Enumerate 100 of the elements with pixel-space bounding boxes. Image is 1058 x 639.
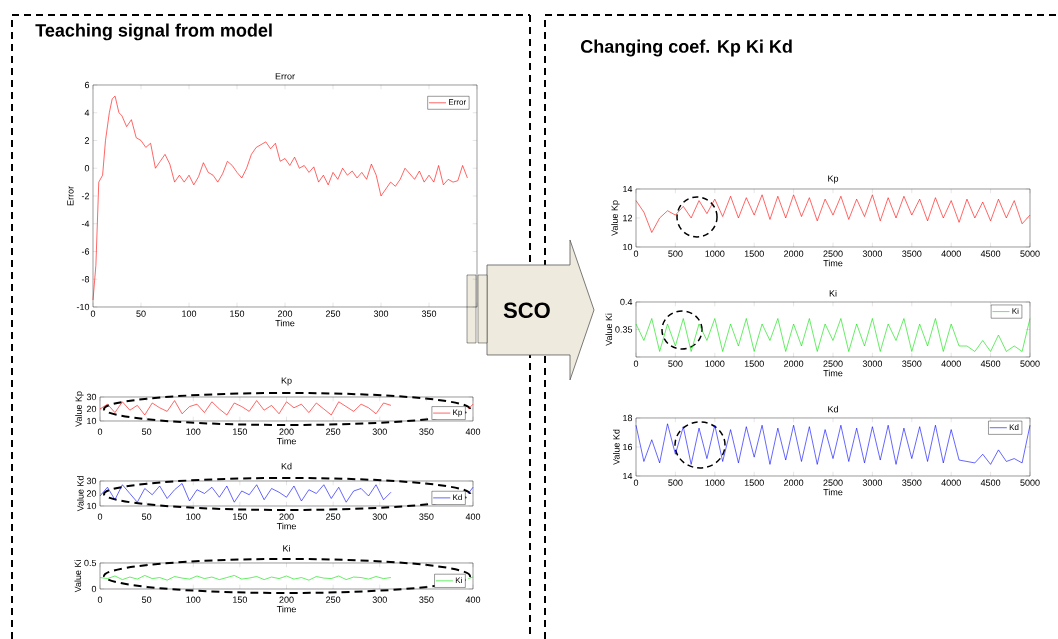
legend-label: Error: [449, 99, 466, 105]
y-axis-title: Value Kp: [611, 200, 620, 236]
x-tick-label: 2500: [823, 250, 843, 257]
y-tick-label: 0: [84, 165, 90, 172]
x-tick-label: 0: [633, 360, 639, 367]
line-series: [635, 318, 1031, 352]
y-tick-label: 0.35: [615, 326, 633, 333]
x-tick-label: 500: [668, 479, 683, 486]
x-tick-label: 4500: [980, 250, 1001, 257]
x-tick-label: 4000: [941, 360, 961, 367]
x-tick-label: 350: [419, 513, 434, 520]
chart-title: Kp: [281, 377, 292, 386]
x-tick-label: 1000: [705, 250, 725, 257]
x-tick-label: 3000: [862, 479, 883, 486]
y-axis-title: Value Ki: [605, 313, 613, 346]
y-tick-label: 14: [623, 185, 633, 193]
x-tick-label: 1500: [744, 479, 764, 486]
chart-title: Kd: [828, 405, 838, 413]
y-tick-label: 10: [623, 243, 633, 251]
legend-label: Kp: [453, 409, 462, 417]
x-tick-label: 50: [141, 596, 152, 603]
x-tick-label: 3000: [862, 360, 883, 367]
y-axis-title: Value Ki: [74, 560, 82, 593]
x-tick-label: 0: [97, 428, 103, 435]
y-axis-title: Value Kd: [612, 429, 620, 465]
x-tick-label: 200: [279, 596, 294, 603]
x-tick-label: 400: [465, 513, 481, 520]
legend-label: Kd: [1009, 424, 1019, 430]
x-tick-label: 350: [419, 596, 434, 603]
x-tick-label: 5000: [1020, 360, 1040, 367]
x-tick-label: 1000: [705, 360, 725, 367]
x-tick-label: 4000: [941, 479, 961, 486]
x-tick-label: 150: [230, 310, 245, 317]
x-tick-label: 500: [668, 250, 683, 257]
x-tick-label: 50: [141, 513, 152, 520]
y-tick-label: 20: [86, 490, 97, 497]
y-tick-label: 0: [91, 585, 97, 593]
x-tick-label: 250: [325, 310, 341, 317]
x-tick-label: 2000: [784, 250, 804, 257]
line-series: [635, 423, 1031, 465]
x-tick-label: 300: [373, 310, 389, 317]
y-tick-label: 10: [87, 502, 97, 510]
x-tick-label: 200: [277, 310, 293, 317]
x-tick-label: 150: [233, 428, 248, 435]
y-axis-title: Value Kd: [76, 476, 84, 512]
x-tick-label: 1500: [744, 360, 764, 367]
y-axis-title: Value Kp: [75, 391, 84, 427]
x-axis-title: Time: [823, 488, 843, 496]
x-tick-label: 3000: [862, 250, 883, 257]
y-tick-label: 2: [84, 137, 90, 144]
x-tick-label: 50: [141, 428, 152, 435]
x-tick-label: 250: [326, 428, 341, 435]
x-tick-label: 2000: [784, 360, 804, 367]
x-tick-label: 1000: [705, 479, 725, 486]
y-tick-label: -8: [81, 276, 90, 283]
y-tick-label: -2: [81, 192, 90, 200]
x-tick-label: 0: [97, 513, 103, 520]
x-tick-label: 5000: [1020, 479, 1040, 486]
x-tick-label: 100: [186, 428, 201, 435]
chart-title: Kd: [281, 462, 292, 470]
x-tick-label: 250: [326, 596, 341, 603]
x-tick-label: 100: [182, 310, 197, 317]
y-tick-label: 10: [87, 417, 97, 425]
text: Changing coef. Kp Ki Kd: [581, 39, 792, 57]
x-tick-label: 250: [326, 513, 341, 520]
y-tick-label: -10: [76, 303, 90, 311]
x-tick-label: 1500: [744, 250, 764, 257]
y-axis-title: Error: [67, 186, 74, 206]
x-tick-label: 150: [233, 596, 248, 603]
x-tick-label: 300: [372, 596, 387, 603]
y-tick-label: 12: [623, 214, 633, 222]
x-tick-label: 150: [233, 513, 248, 520]
x-axis-title: Time: [823, 369, 843, 377]
y-tick-label: 30: [86, 393, 97, 401]
x-tick-label: 3500: [902, 360, 922, 367]
legend-label: Ki: [455, 577, 462, 583]
y-tick-label: 30: [86, 477, 97, 485]
text: Teaching signal from model: [35, 23, 272, 41]
x-tick-label: 5000: [1020, 250, 1040, 257]
x-tick-label: 4000: [941, 250, 961, 257]
y-tick-label: 6: [84, 81, 90, 89]
x-tick-label: 200: [279, 428, 294, 435]
x-tick-label: 300: [372, 428, 387, 435]
y-tick-label: 16: [623, 443, 633, 451]
legend-label: Ki: [1012, 307, 1019, 314]
text: SCO: [503, 302, 550, 319]
y-tick-label: -4: [81, 220, 90, 227]
x-tick-label: 400: [465, 596, 481, 603]
x-tick-label: 400: [465, 428, 481, 435]
x-tick-label: 0: [633, 250, 639, 257]
x-axis-title: Time: [276, 522, 296, 530]
x-tick-label: 50: [136, 310, 146, 317]
y-tick-label: 4: [84, 109, 90, 116]
y-tick-label: 20: [86, 405, 97, 413]
x-tick-label: 2500: [823, 479, 843, 486]
x-axis-title: Time: [823, 259, 843, 267]
x-tick-label: 350: [421, 310, 437, 317]
x-axis-title: Time: [276, 437, 296, 445]
x-axis-title: Time: [275, 319, 295, 327]
x-tick-label: 3500: [902, 479, 922, 486]
